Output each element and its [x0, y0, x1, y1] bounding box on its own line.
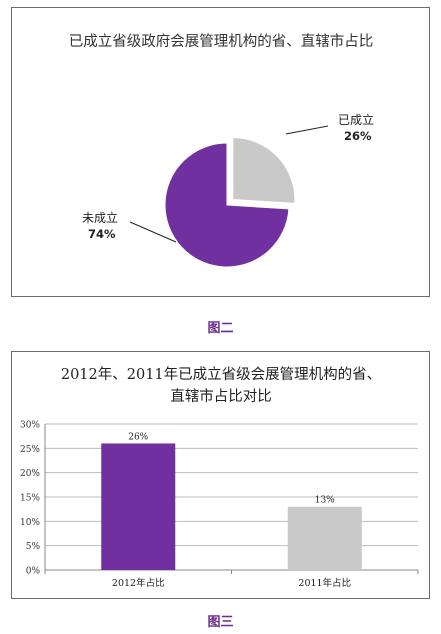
y-tick-label: 20%	[20, 469, 40, 479]
leader-line-0	[285, 125, 329, 135]
y-tick-label: 25%	[20, 445, 40, 455]
y-tick-label: 30%	[20, 421, 40, 431]
bar-chart-panel: 2012年、2011年已成立省级会展管理机构的省、 直辖市占比对比 0% 5% 10% 1…	[11, 351, 430, 599]
bar-0	[101, 443, 176, 570]
slice-value-0: 26%	[344, 129, 372, 143]
bar-value-label-1: 13%	[315, 496, 335, 506]
bar-1	[287, 506, 362, 570]
y-tick-label: 10%	[20, 518, 40, 528]
y-tick-label: 0%	[26, 567, 41, 577]
slice-value-1: 74%	[88, 227, 116, 241]
pie-slice-1	[164, 142, 290, 268]
y-tick-label: 5%	[26, 542, 41, 552]
pie-slice-0	[232, 137, 296, 204]
chart-title-line-1: 直辖市占比对比	[170, 388, 272, 405]
slice-label-0: 已成立	[338, 112, 374, 127]
bar-chart: 2012年、2011年已成立省级会展管理机构的省、直辖市占比对比 0% 5% 10% 1…	[20, 366, 419, 589]
leader-line-1	[129, 221, 177, 243]
figure-caption-3: 图三	[207, 615, 234, 630]
x-category-label-1: 2011年占比	[298, 577, 351, 589]
slice-label-1: 未成立	[82, 210, 118, 225]
x-category-label-0: 2012年占比	[112, 577, 165, 589]
figure-caption-2: 图二	[207, 321, 234, 336]
bar-value-label-0: 26%	[128, 432, 148, 442]
pie-chart-panel: 已成立省级政府会展管理机构的省、直辖市占比已成立 26% 未成立 74%	[11, 7, 430, 297]
chart-title: 已成立省级政府会展管理机构的省、直辖市占比	[69, 33, 374, 50]
y-tick-label: 15%	[20, 494, 40, 504]
chart-title-line-0: 2012年、2011年已成立省级会展管理机构的省、	[61, 366, 381, 383]
